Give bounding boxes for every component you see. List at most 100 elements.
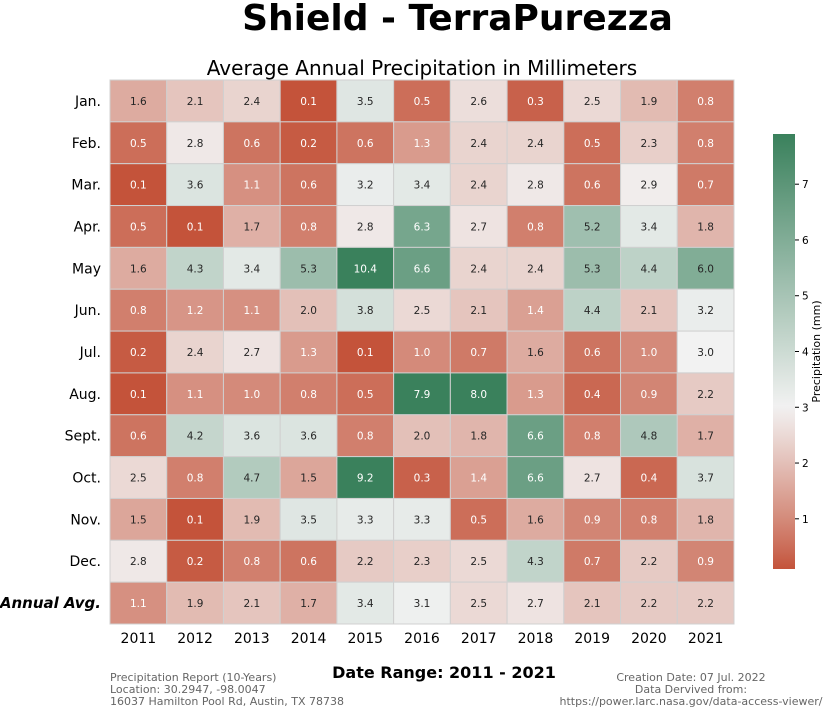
footer-left: Precipitation Report (10-Years) Location… [110, 672, 344, 708]
colorbar-tick-label: 1 [802, 514, 809, 526]
heatmap-cell [620, 163, 678, 207]
heatmap-cell [166, 581, 224, 625]
cell-value-label: 2.1 [470, 305, 487, 317]
cell-value-label: 2.5 [470, 556, 487, 568]
column-label: 2016 [404, 631, 440, 647]
cell-value-label: 0.6 [584, 347, 601, 359]
cell-value-label: 3.2 [697, 305, 714, 317]
heatmap-cell [393, 414, 451, 458]
cell-value-label: 9.2 [357, 473, 374, 485]
cell-value-label: 2.2 [357, 556, 374, 568]
cell-value-label: 3.4 [414, 180, 431, 192]
heatmap-cell [563, 163, 622, 207]
heatmap-cell [449, 372, 508, 416]
cell-value-label: 8.0 [470, 389, 487, 401]
cell-value-label: 3.7 [697, 473, 714, 485]
heatmap-cell [393, 121, 451, 165]
cell-value-label: 0.1 [187, 514, 204, 526]
heatmap-cell [222, 205, 281, 248]
cell-value-label: 3.3 [357, 514, 374, 526]
cell-value-label: 0.1 [300, 96, 317, 108]
cell-value-label: 3.8 [357, 305, 374, 317]
heatmap-cell [336, 330, 395, 374]
heatmap-cell [222, 539, 281, 583]
heatmap-cell [222, 581, 281, 625]
heatmap-cell [166, 121, 224, 165]
heatmap-cell [506, 497, 565, 541]
row-label: Dec. [69, 554, 101, 570]
cell-value-label: 2.8 [187, 138, 204, 150]
cell-value-label: 5.3 [584, 263, 601, 275]
cell-value-label: 1.8 [470, 431, 487, 443]
cell-value-label: 2.5 [584, 96, 601, 108]
cell-value-label: 1.1 [243, 305, 260, 317]
cell-value-label: 1.3 [300, 347, 317, 359]
heatmap-cell [676, 163, 735, 207]
cell-value-label: 2.1 [187, 96, 204, 108]
row-label: Apr. [74, 219, 101, 235]
heatmap-cell [506, 163, 565, 207]
cell-value-label: 1.3 [414, 138, 431, 150]
column-label: 2018 [518, 631, 554, 647]
heatmap-cell [279, 79, 338, 123]
column-label: 2013 [234, 631, 270, 647]
heatmap-cell [449, 246, 508, 290]
cell-value-label: 0.9 [641, 389, 658, 401]
heatmap-cell [222, 246, 281, 290]
cell-value-label: 0.7 [470, 347, 487, 359]
heatmap-cell [620, 79, 678, 123]
page-title: Shield - TerraPurezza [242, 0, 673, 39]
heatmap-cell [506, 288, 565, 332]
cell-value-label: 2.5 [470, 598, 487, 610]
heatmap-cell [393, 539, 451, 583]
column-label: 2015 [347, 631, 383, 647]
heatmap-cell [620, 205, 678, 248]
cell-value-label: 0.4 [641, 473, 658, 485]
heatmap-cell [620, 246, 678, 290]
cell-value-label: 0.6 [300, 180, 317, 192]
row-label: Feb. [72, 136, 101, 152]
cell-value-label: 6.0 [697, 263, 714, 275]
heatmap-cell [222, 456, 281, 499]
cell-value-label: 2.4 [243, 96, 260, 108]
cell-value-label: 1.2 [187, 305, 204, 317]
heatmap-cell [676, 414, 735, 458]
heatmap-cell [676, 288, 735, 332]
cell-value-label: 4.4 [584, 305, 601, 317]
footer-left-line: 16037 Hamilton Pool Rd, Austin, TX 78738 [110, 695, 345, 708]
cell-value-label: 2.3 [641, 138, 658, 150]
heatmap-cell [449, 456, 508, 499]
cell-value-label: 3.5 [300, 514, 317, 526]
heatmap-cell [393, 330, 451, 374]
cell-value-label: 2.4 [470, 263, 487, 275]
row-label: Sept. [65, 429, 101, 445]
cell-value-label: 0.1 [357, 347, 374, 359]
cell-value-label: 7.9 [414, 389, 431, 401]
heatmap-cell [676, 205, 735, 248]
cell-value-label: 6.6 [527, 431, 544, 443]
heatmap-cell [563, 497, 622, 541]
cell-value-label: 0.8 [641, 514, 658, 526]
cell-value-label: 0.1 [187, 221, 204, 233]
colorbar [773, 134, 795, 569]
heatmap-cell [676, 581, 735, 625]
cell-value-label: 1.9 [187, 598, 204, 610]
heatmap-cell [336, 205, 395, 248]
cell-value-label: 0.2 [130, 347, 147, 359]
cell-value-label: 0.6 [357, 138, 374, 150]
heatmap-cell [563, 414, 622, 458]
cell-value-label: 2.8 [527, 180, 544, 192]
cell-value-label: 4.4 [641, 263, 658, 275]
heatmap-cell [393, 581, 451, 625]
heatmap-cell [336, 246, 395, 290]
heatmap-cell [506, 456, 565, 499]
cell-value-label: 4.7 [243, 473, 260, 485]
cell-value-label: 0.8 [357, 431, 374, 443]
cell-value-label: 0.1 [130, 389, 147, 401]
cell-value-label: 2.7 [584, 473, 601, 485]
colorbar-tick-label: 5 [802, 291, 809, 303]
heatmap-cell [166, 205, 224, 248]
cell-value-label: 2.4 [187, 347, 204, 359]
heatmap-cell [676, 456, 735, 499]
cell-value-label: 10.4 [354, 263, 378, 275]
